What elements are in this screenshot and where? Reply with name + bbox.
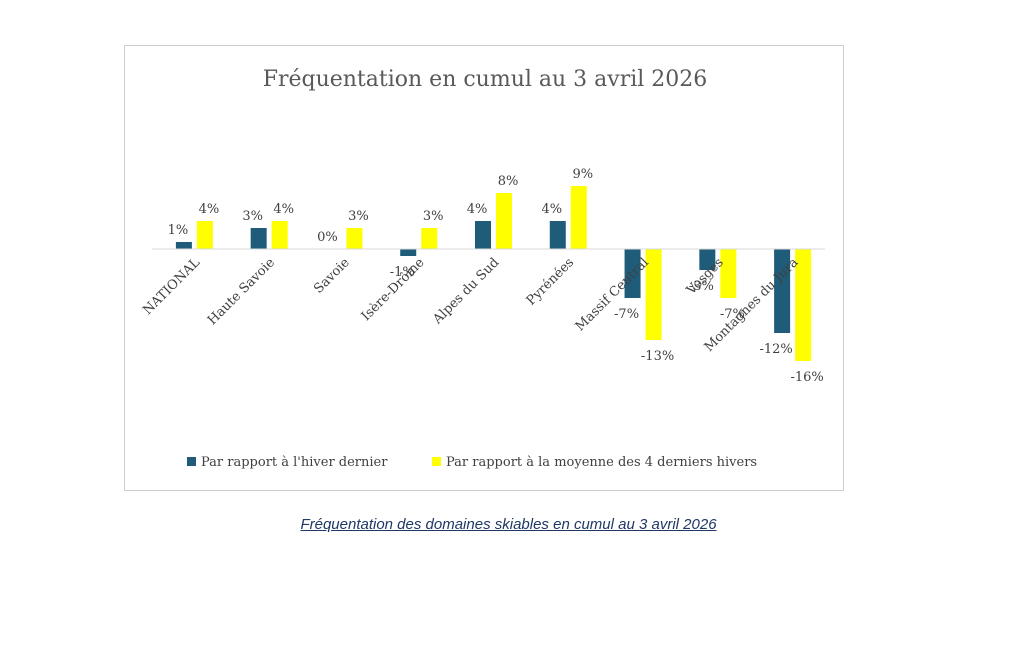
bar-chart: Fréquentation en cumul au 3 avril 2026 1… xyxy=(140,67,825,470)
data-label-hiver-dernier-1: 3% xyxy=(242,209,263,224)
data-label-moyenne-4-hivers-6: -13% xyxy=(641,349,674,364)
data-label-hiver-dernier-5: 4% xyxy=(541,202,562,217)
legend-label-1: Par rapport à la moyenne des 4 derniers … xyxy=(446,455,757,470)
bar-hiver-dernier-5 xyxy=(549,221,566,249)
chart-title: Fréquentation en cumul au 3 avril 2026 xyxy=(263,67,708,92)
bar-moyenne-4-hivers-6 xyxy=(645,249,662,340)
data-label-hiver-dernier-2: 0% xyxy=(317,230,338,245)
data-label-hiver-dernier-6: -7% xyxy=(614,307,639,322)
bar-moyenne-4-hivers-4 xyxy=(496,193,512,249)
bar-hiver-dernier-3 xyxy=(400,249,417,256)
category-label-1: Haute Savoie xyxy=(205,255,278,328)
bar-moyenne-4-hivers-3 xyxy=(421,228,438,249)
bar-hiver-dernier-0 xyxy=(175,242,192,249)
bar-hiver-dernier-7 xyxy=(699,249,716,270)
data-label-hiver-dernier-7: -3% xyxy=(689,279,714,294)
data-label-hiver-dernier-3: -1% xyxy=(390,265,415,280)
bar-hiver-dernier-1 xyxy=(250,228,267,249)
category-label-5: Pyrénées xyxy=(524,255,577,308)
bar-moyenne-4-hivers-2 xyxy=(346,228,363,249)
data-label-hiver-dernier-4: 4% xyxy=(467,202,488,217)
category-label-4: Alpes du Sud xyxy=(430,255,503,328)
category-label-2: Savoie xyxy=(311,255,353,297)
data-label-moyenne-4-hivers-7: -7% xyxy=(720,307,745,322)
chart-legend: Par rapport à l'hiver dernier Par rapport… xyxy=(187,455,757,470)
data-label-moyenne-4-hivers-4: 8% xyxy=(498,174,519,189)
bar-moyenne-4-hivers-0 xyxy=(196,221,213,249)
data-label-hiver-dernier-8: -12% xyxy=(759,342,792,357)
bar-moyenne-4-hivers-7 xyxy=(720,249,737,298)
bar-hiver-dernier-4 xyxy=(475,221,491,249)
bar-moyenne-4-hivers-1 xyxy=(271,221,288,249)
category-label-0: NATIONAL xyxy=(140,255,203,318)
figure-caption: Fréquentation des domaines skiables en c… xyxy=(300,516,717,533)
plot-area: 1% 3% 0% -1% 4% 4% -7% -3% -12% 4% 4% 3% 3% 8% 9% -13% -… xyxy=(140,167,825,385)
legend-label-0: Par rapport à l'hiver dernier xyxy=(201,455,388,470)
data-label-hiver-dernier-0: 1% xyxy=(168,223,189,238)
data-label-moyenne-4-hivers-0: 4% xyxy=(199,202,220,217)
data-label-moyenne-4-hivers-5: 9% xyxy=(572,167,593,182)
legend-swatch-1 xyxy=(432,457,441,466)
data-label-moyenne-4-hivers-3: 3% xyxy=(423,209,444,224)
data-label-moyenne-4-hivers-1: 4% xyxy=(273,202,294,217)
data-label-moyenne-4-hivers-8: -16% xyxy=(790,370,823,385)
bar-moyenne-4-hivers-5 xyxy=(570,186,587,249)
bar-hiver-dernier-8 xyxy=(774,249,791,333)
data-label-moyenne-4-hivers-2: 3% xyxy=(348,209,369,224)
legend-swatch-0 xyxy=(187,457,196,466)
bar-hiver-dernier-6 xyxy=(624,249,641,298)
bar-moyenne-4-hivers-8 xyxy=(795,249,812,361)
chart-frame: Fréquentation en cumul au 3 avril 2026 1… xyxy=(124,45,844,491)
